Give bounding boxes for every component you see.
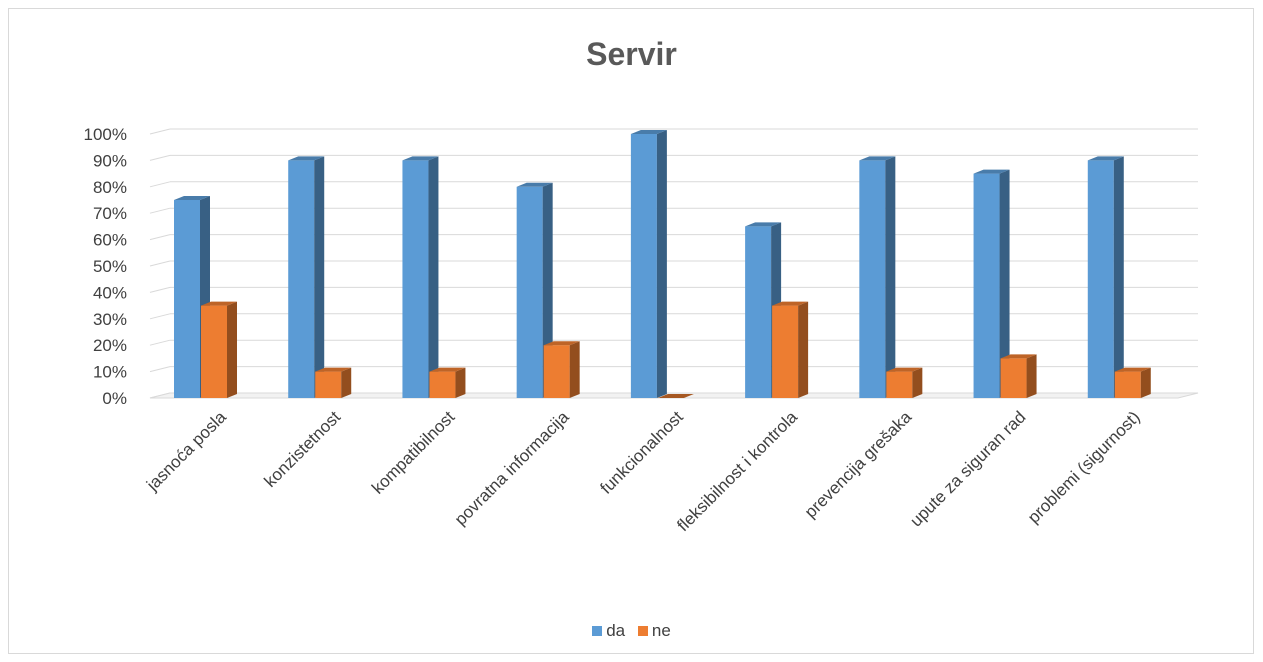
bar-da-2-top: [402, 156, 439, 161]
bar-da-0: [174, 200, 200, 398]
bar-ne-1: [315, 371, 342, 398]
y-tick-label: 60%: [93, 231, 127, 250]
bar-ne-7: [1000, 358, 1027, 398]
bar-da-8-side: [1113, 156, 1124, 398]
bar-da-3-top: [516, 182, 553, 187]
bar-ne-1-side: [341, 367, 352, 398]
legend-swatch-ne: [637, 626, 648, 636]
bar-da-5-top: [745, 222, 782, 227]
x-tick-label: upute za siguran rad: [906, 407, 1029, 530]
bar-da-6-side: [885, 156, 896, 398]
bar-ne-5-top: [772, 301, 809, 306]
y-tick-label: 20%: [93, 336, 127, 355]
bar-ne-8-top: [1114, 367, 1151, 372]
bar-da-7-side: [999, 169, 1010, 398]
bar-ne-3-side: [569, 341, 580, 398]
bar-ne-0-side: [227, 301, 237, 398]
bar-da-3: [516, 186, 543, 398]
legend-swatch-da: [592, 626, 603, 636]
bar-ne-4-flat: [657, 394, 694, 398]
bar-ne-2: [429, 371, 456, 398]
bar-ne-5-side: [798, 301, 809, 398]
y-tick-label: 70%: [93, 204, 127, 223]
gridline-depth: [149, 154, 171, 161]
y-tick-label: 10%: [93, 363, 127, 382]
x-tick-label: problemi (sigurnost): [1024, 407, 1144, 527]
y-tick-label: 80%: [93, 178, 127, 197]
bar-ne-3-top: [543, 341, 580, 346]
legend-item-ne: ne: [637, 621, 671, 641]
bar-da-4-top: [630, 130, 667, 134]
legend-item-da: da: [592, 621, 625, 641]
y-tick-label: 90%: [93, 151, 127, 170]
gridline-depth: [149, 234, 171, 241]
bar-da-8-top: [1087, 156, 1124, 161]
x-tick-label: kompatibilnost: [368, 407, 458, 497]
gridline-depth: [149, 181, 171, 188]
legend-label-da: da: [606, 621, 626, 640]
bar-da-6-top: [859, 156, 896, 161]
gridline-depth: [149, 339, 171, 346]
bar-da-1-side: [314, 156, 325, 398]
y-tick-label: 40%: [93, 283, 127, 302]
bar-da-1: [288, 160, 315, 398]
gridline-depth: [149, 207, 171, 214]
chart-title: Servir: [586, 36, 677, 72]
bar-da-7-top: [973, 169, 1010, 174]
bar-da-5: [745, 226, 772, 398]
bar-da-0-top: [174, 196, 210, 200]
x-tick-label: konzistetnost: [261, 407, 345, 491]
bar-ne-7-top: [1000, 354, 1037, 359]
gridline-depth: [149, 286, 171, 293]
bar-ne-2-top: [429, 367, 466, 372]
bar-da-4-side: [656, 130, 667, 398]
bar-da-6: [859, 160, 886, 398]
bar-ne-6-side: [912, 367, 923, 398]
legend-label-ne: ne: [651, 621, 671, 640]
bar-da-2-side: [428, 156, 439, 398]
bar-da-8: [1087, 160, 1114, 398]
bar-ne-2-side: [455, 367, 466, 398]
bar-da-4: [630, 134, 657, 398]
bar-ne-1-top: [315, 367, 352, 372]
bar-ne-8-side: [1140, 367, 1151, 398]
bar-ne-6-top: [886, 367, 923, 372]
y-tick-label: 100%: [84, 125, 127, 144]
bar-ne-7-side: [1026, 354, 1037, 398]
bar-da-2: [402, 160, 429, 398]
gridline-depth: [149, 128, 171, 135]
gridline-depth: [149, 313, 171, 320]
bar-da-1-top: [288, 156, 325, 161]
x-tick-label: povratna informacija: [451, 407, 573, 529]
bar-ne-0: [201, 305, 227, 398]
x-tick-label: jasnoća posla: [142, 407, 230, 495]
bar-da-7: [973, 173, 1000, 398]
chart-legend: da ne: [0, 621, 1263, 641]
x-tick-label: funkcionalnost: [597, 407, 687, 497]
gridline-depth: [149, 366, 171, 373]
x-tick-label: fleksibilnost i kontrola: [673, 407, 801, 535]
bar-ne-3: [543, 345, 570, 398]
bar-ne-6: [886, 371, 913, 398]
bar-ne-8: [1114, 371, 1141, 398]
x-tick-label: prevencija grešaka: [801, 407, 916, 522]
bar-ne-5: [772, 305, 799, 398]
y-tick-label: 50%: [93, 257, 127, 276]
y-tick-label: 0%: [102, 389, 127, 408]
y-tick-label: 30%: [93, 310, 127, 329]
gridline-depth: [149, 260, 171, 267]
bar-ne-0-top: [201, 301, 237, 306]
